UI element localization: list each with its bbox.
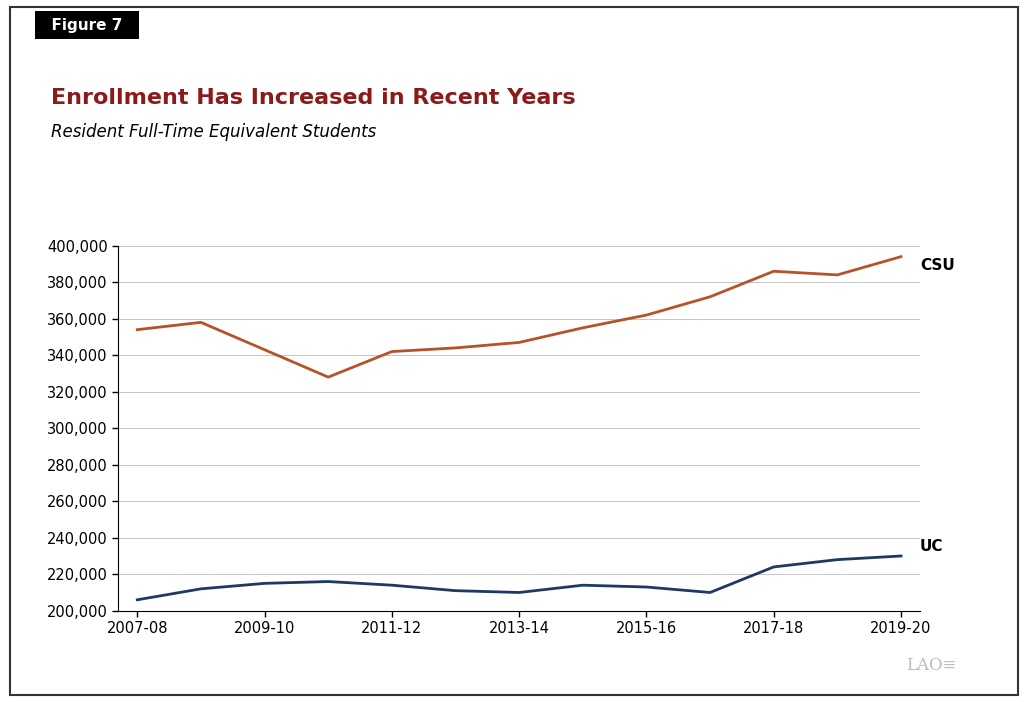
- Text: LAO≡: LAO≡: [906, 657, 956, 674]
- Text: Resident Full-Time Equivalent Students: Resident Full-Time Equivalent Students: [51, 123, 376, 141]
- Text: Figure 7: Figure 7: [41, 18, 133, 32]
- Text: UC: UC: [920, 539, 944, 555]
- Text: CSU: CSU: [920, 258, 955, 273]
- Text: Enrollment Has Increased in Recent Years: Enrollment Has Increased in Recent Years: [51, 88, 576, 107]
